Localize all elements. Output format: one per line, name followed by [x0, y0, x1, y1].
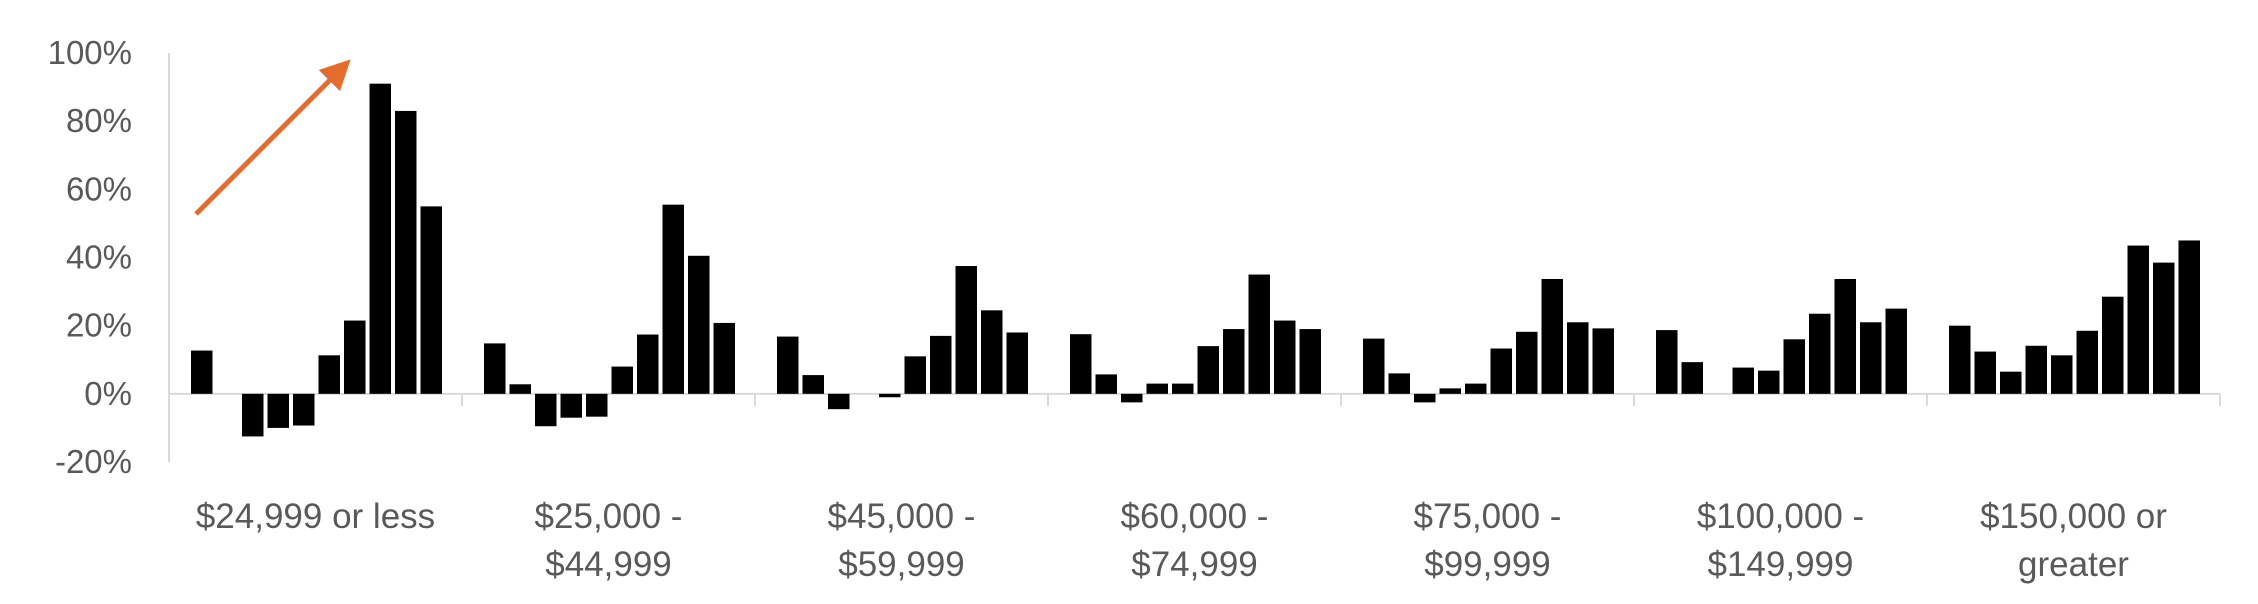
bar — [662, 204, 684, 394]
bar — [1363, 338, 1385, 394]
bar — [1121, 393, 1143, 403]
bar — [1223, 329, 1245, 394]
bar — [713, 322, 735, 394]
bar — [1146, 383, 1168, 394]
bar — [318, 355, 340, 394]
category-label: $60,000 - — [1121, 497, 1269, 536]
annotation — [194, 59, 351, 216]
y-tick-label: 100% — [48, 34, 132, 71]
bar — [395, 110, 417, 394]
bar — [2178, 240, 2200, 394]
bar — [560, 393, 582, 418]
y-tick-label: -20% — [55, 443, 132, 480]
bar — [1974, 351, 1996, 394]
bar — [2153, 262, 2175, 394]
bar — [1490, 348, 1512, 394]
bar — [1299, 329, 1321, 394]
bar — [2000, 371, 2022, 394]
bar — [420, 206, 442, 394]
bar — [535, 393, 557, 427]
bar — [1274, 320, 1296, 394]
category-label: $75,000 - — [1414, 497, 1562, 536]
bar — [688, 255, 710, 394]
bar — [879, 393, 901, 398]
bar — [828, 393, 850, 410]
bar — [1248, 274, 1270, 394]
category-label: $99,999 — [1424, 545, 1551, 584]
x-axis — [169, 392, 2221, 406]
y-tick-label: 0% — [84, 375, 132, 412]
bar — [1414, 393, 1436, 403]
bar — [1388, 373, 1410, 394]
bars — [191, 83, 2200, 437]
bar — [1592, 328, 1614, 394]
bar — [930, 335, 952, 394]
category-label: $74,999 — [1131, 545, 1258, 584]
bar — [2076, 330, 2098, 394]
bar — [1516, 331, 1538, 394]
bar — [2051, 355, 2073, 394]
bar — [267, 393, 289, 428]
y-tick-label: 40% — [66, 239, 132, 276]
bar — [1172, 383, 1194, 394]
bar — [777, 336, 799, 394]
category-label: $44,999 — [545, 545, 672, 584]
bar — [1783, 339, 1805, 394]
bar — [2025, 345, 2047, 394]
bar — [1439, 388, 1461, 394]
bar — [1732, 367, 1754, 394]
bar — [242, 393, 264, 437]
bar — [344, 320, 366, 394]
bar — [369, 83, 391, 394]
category-labels: $24,999 or less $25,000 - $44,999 $45,000 -… — [196, 497, 2167, 584]
bar — [2102, 296, 2124, 394]
bar — [1541, 278, 1563, 394]
bar — [1758, 370, 1780, 394]
bar — [1809, 313, 1831, 394]
bar — [293, 393, 315, 426]
bar — [1656, 330, 1678, 394]
bar — [586, 393, 608, 417]
bar — [1834, 278, 1856, 394]
category-label: $24,999 or less — [196, 497, 435, 536]
bar — [1860, 322, 1882, 394]
bar — [2127, 245, 2149, 394]
category-label: $150,000 or — [1980, 497, 2167, 536]
y-tick-label: 80% — [66, 102, 132, 139]
bar — [981, 310, 1003, 394]
y-tick-label: 20% — [66, 307, 132, 344]
bar — [955, 266, 977, 394]
category-label: $149,999 — [1708, 545, 1854, 584]
bar — [1095, 374, 1117, 394]
bar — [1070, 334, 1092, 394]
category-label: $100,000 - — [1697, 497, 1864, 536]
bar — [1949, 325, 1971, 394]
bar — [611, 366, 633, 394]
bar — [1006, 332, 1028, 394]
trend-arrow — [194, 59, 351, 216]
bar — [637, 334, 659, 394]
bar — [1197, 346, 1219, 394]
bar — [191, 350, 213, 394]
bar — [904, 356, 926, 394]
bar — [1681, 362, 1703, 394]
category-label: greater — [2018, 545, 2129, 584]
bar — [1885, 308, 1907, 394]
bar — [1465, 383, 1487, 394]
y-axis: 100% 80% 60% 40% 20% 0% -20% — [48, 34, 170, 480]
category-label: $45,000 - — [828, 497, 976, 536]
bar — [802, 375, 824, 394]
bar — [509, 384, 531, 394]
category-label: $25,000 - — [535, 497, 683, 536]
bar — [484, 343, 506, 394]
bar — [1567, 322, 1589, 394]
category-label: $59,999 — [838, 545, 965, 584]
y-tick-label: 60% — [66, 170, 132, 207]
